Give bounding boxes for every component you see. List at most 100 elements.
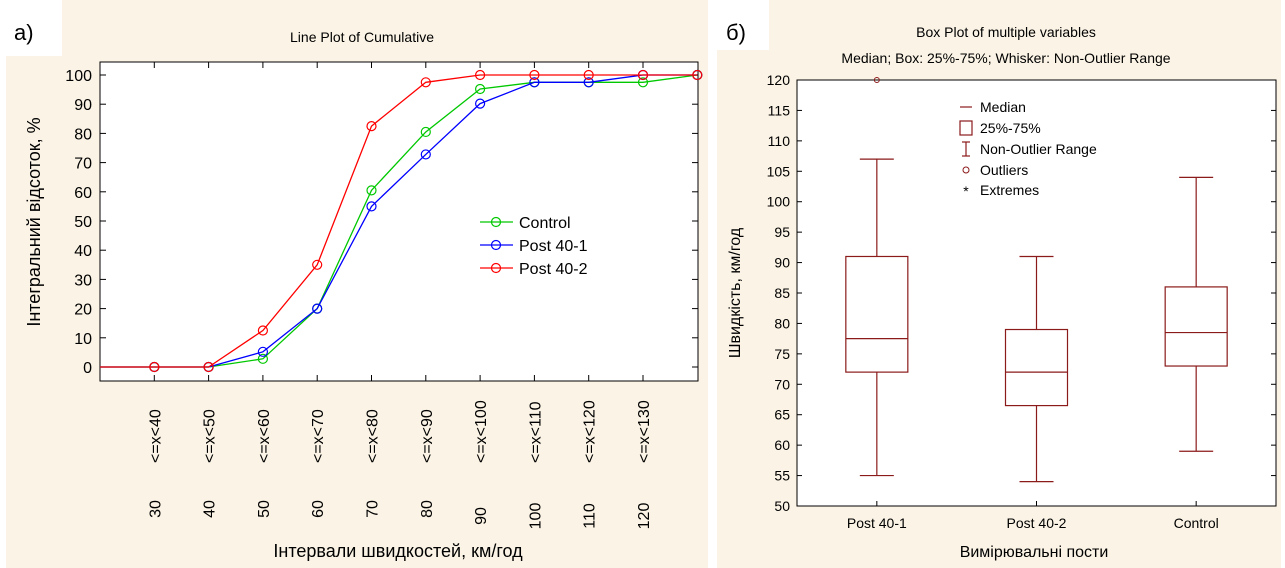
legend-outliers: Outliers <box>962 162 1028 178</box>
data-point <box>312 259 323 270</box>
legend-marker <box>490 239 502 251</box>
y-tick-label: 115 <box>768 102 791 118</box>
x-tick-label: <=x<100 <box>473 400 490 463</box>
data-point <box>257 353 268 364</box>
legend-box: 25%-75% <box>959 120 1041 136</box>
data-point <box>420 149 431 160</box>
y-tick-label: 120 <box>767 72 791 88</box>
x-tick-lower-bound: 30 <box>147 500 164 518</box>
data-point <box>366 201 377 212</box>
data-point <box>529 77 540 88</box>
y-tick-label: 100 <box>65 68 92 85</box>
box-post-40-1 <box>845 77 909 477</box>
data-point <box>257 325 268 336</box>
x-tick-lower-bound: 110 <box>582 503 599 529</box>
legend-entry: Post 40-2 <box>480 261 588 278</box>
x-tick-lower-bound: 60 <box>310 500 327 518</box>
box-plot-y-axis: 50 55 60 65 70 75 80 85 90 95 100 105 110 115 120 <box>767 72 1276 514</box>
y-tick-label: 60 <box>74 185 92 202</box>
x-tick-label: <=x<60 <box>256 409 273 463</box>
line-plot-legend: Control Post 40-1 Post 40-2 <box>480 215 588 278</box>
y-tick-label: 95 <box>774 224 790 240</box>
line-plot-area <box>99 61 699 382</box>
legend-label: Extremes <box>980 182 1039 198</box>
series-post-40-2 <box>100 69 703 373</box>
legend-label: Median <box>980 99 1026 115</box>
panel-a-label-backdrop <box>6 0 62 56</box>
y-tick-label: 70 <box>74 156 92 173</box>
box-plot-legend: Median 25%-75% Non-Outlier Range Outliers * E… <box>959 99 1097 199</box>
data-point <box>637 69 649 81</box>
data-point <box>583 77 594 88</box>
x-tick-lower-bound: 70 <box>365 500 382 518</box>
y-tick-label: 30 <box>74 272 92 289</box>
x-tick-lower-bound: 40 <box>202 500 219 518</box>
y-tick-label: 90 <box>74 97 92 114</box>
legend-label: Post 40-2 <box>519 261 588 278</box>
extreme-swatch: * <box>963 183 969 199</box>
legend-label: 25%-75% <box>980 120 1041 136</box>
x-tick-label: <=x<120 <box>582 400 599 463</box>
line-plot-x-axis: <=x<40 30 <=x<50 40 <=x<60 50 <=x<70 60 <=x<80 70… <box>147 62 653 529</box>
box-plot-title: Box Plot of multiple variables <box>916 24 1096 40</box>
y-tick-label: 40 <box>74 243 92 260</box>
y-tick-label: 55 <box>774 468 790 484</box>
x-tick-lower-bound: 90 <box>473 507 490 525</box>
y-tick-label: 0 <box>83 360 92 377</box>
data-point <box>203 361 214 373</box>
data-point <box>312 303 323 314</box>
series-line <box>100 74 698 368</box>
x-tick-label: Post 40-2 <box>1007 515 1067 531</box>
y-tick-label: 75 <box>774 346 790 362</box>
legend-entry: Control <box>480 215 571 232</box>
box-plot-boxes <box>845 77 1228 483</box>
y-tick-label: 65 <box>774 407 790 423</box>
y-tick-label: 85 <box>774 285 790 301</box>
y-tick-label: 50 <box>774 498 790 514</box>
y-tick-label: 70 <box>774 376 790 392</box>
outlier-point <box>873 77 880 83</box>
y-tick-label: 110 <box>768 133 791 149</box>
x-tick-label: <=x<110 <box>527 401 544 463</box>
x-tick-lower-bound: 100 <box>527 503 544 530</box>
line-plot-title: Line Plot of Cumulative <box>290 29 434 45</box>
data-point <box>529 69 540 81</box>
box-plot-x-label: Вимірювальні пости <box>960 544 1109 561</box>
x-tick-label: <=x<70 <box>310 409 327 463</box>
data-point <box>692 69 703 81</box>
x-tick-label: Control <box>1174 515 1219 531</box>
data-point <box>420 126 431 138</box>
y-tick-label: 100 <box>767 194 791 210</box>
data-point <box>475 98 486 109</box>
x-tick-lower-bound: 120 <box>636 503 653 530</box>
line-plot-y-axis: 0 10 20 30 40 50 60 70 80 90 100 <box>65 68 698 377</box>
iqr-box <box>845 255 909 373</box>
x-tick-label: <=x<80 <box>365 409 382 463</box>
data-point <box>583 69 594 81</box>
iqr-box <box>1004 328 1069 407</box>
data-point <box>475 83 486 95</box>
legend-label: Non-Outlier Range <box>980 141 1097 157</box>
x-tick-label: <=x<40 <box>147 409 164 463</box>
legend-whisker: Non-Outlier Range <box>962 141 1097 157</box>
panel-b-label-backdrop <box>717 0 769 50</box>
data-point <box>637 77 649 88</box>
y-tick-label: 20 <box>74 302 92 319</box>
panel-b-label: б) <box>726 20 746 45</box>
line-plot-series <box>100 69 703 373</box>
box-swatch <box>959 120 973 136</box>
panel-a-label: а) <box>14 20 34 45</box>
data-point <box>366 185 377 196</box>
y-tick-label: 90 <box>774 255 790 271</box>
box-plot-y-label: Швидкість, км/год <box>727 227 744 358</box>
legend-label: Control <box>519 215 571 232</box>
box-control <box>1164 176 1228 452</box>
box-plot-subtitle: Median; Box: 25%-75%; Whisker: Non-Outli… <box>841 50 1170 66</box>
x-tick-lower-bound: 80 <box>419 500 436 518</box>
data-point <box>257 346 268 357</box>
data-point <box>420 77 431 88</box>
line-plot-x-label: Інтервали швидкостей, км/год <box>273 541 523 561</box>
box-plot-x-axis: Post 40-1 Post 40-2 Control <box>847 501 1219 531</box>
data-point <box>149 361 160 373</box>
